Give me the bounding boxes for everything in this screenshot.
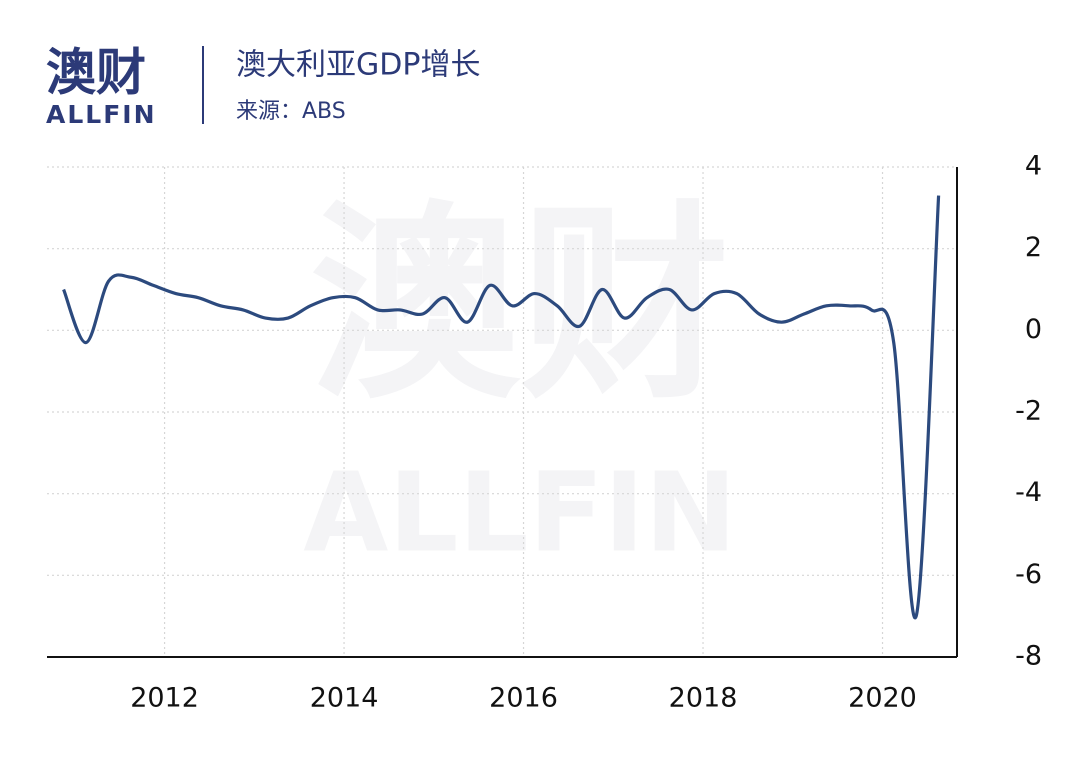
y-tick-label: -6 xyxy=(1015,559,1042,590)
chart-title: 澳大利亚GDP增长 xyxy=(236,48,480,83)
x-tick-label: 2014 xyxy=(310,683,379,714)
y-tick-label: 0 xyxy=(1025,314,1042,345)
y-tick-label: -2 xyxy=(1015,396,1042,427)
watermark: 澳财 ALLFIN xyxy=(303,183,736,577)
watermark-en: ALLFIN xyxy=(303,448,736,576)
chart-subtitle: 来源：ABS xyxy=(236,99,346,124)
y-tick-label: 2 xyxy=(1025,232,1042,263)
data-line xyxy=(62,195,941,620)
logo-cn: 澳财 xyxy=(46,44,146,102)
x-tick-label: 2018 xyxy=(669,683,738,714)
x-tick-label: 2020 xyxy=(848,683,917,714)
x-tick-label: 2016 xyxy=(489,683,558,714)
y-tick-label: -4 xyxy=(1015,477,1042,508)
logo-en: ALLFIN xyxy=(46,100,157,129)
y-tick-label: 4 xyxy=(1025,151,1042,182)
watermark-cn: 澳财 xyxy=(310,183,730,428)
y-tick-label: -8 xyxy=(1015,641,1042,672)
x-tick-label: 2012 xyxy=(130,683,199,714)
